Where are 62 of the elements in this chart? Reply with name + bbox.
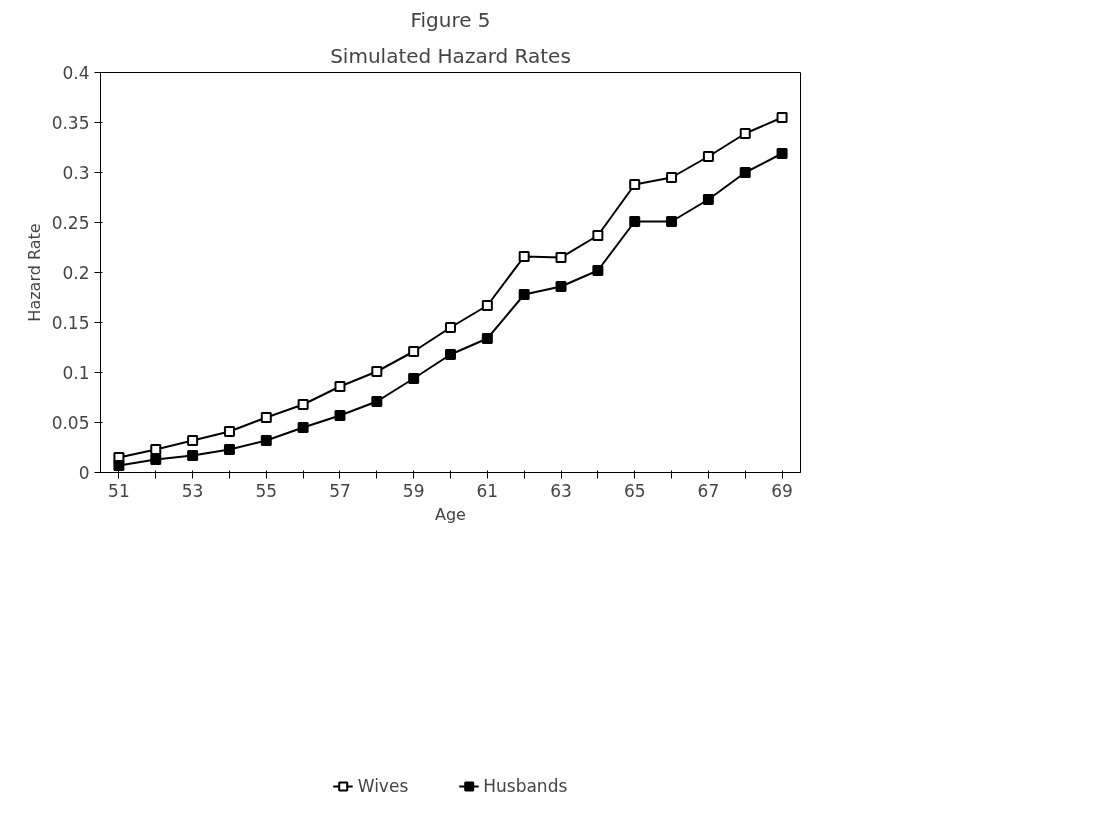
y-tick-label: 0 <box>78 463 90 483</box>
legend-label: Wives <box>357 776 409 796</box>
point <box>113 460 125 471</box>
point <box>260 412 272 423</box>
x-tick-label: 59 <box>402 480 425 501</box>
point <box>702 151 714 162</box>
x-tick-label: 69 <box>771 480 793 501</box>
point <box>297 399 309 410</box>
point <box>518 251 530 262</box>
point <box>629 179 641 190</box>
y-tick-label: 0.2 <box>62 263 90 283</box>
x-tick-label: 63 <box>550 480 572 501</box>
point <box>150 444 162 455</box>
point <box>297 422 309 433</box>
y-tick-label: 0.3 <box>62 163 90 183</box>
x-tick-label: 53 <box>181 480 204 501</box>
point <box>260 435 272 446</box>
x-tick-label: 67 <box>697 480 720 501</box>
chart-title: Figure 5 <box>410 7 491 32</box>
point <box>187 450 199 461</box>
point <box>592 230 604 241</box>
x-tick-label: 51 <box>108 480 130 501</box>
point <box>776 112 788 123</box>
point <box>408 373 420 384</box>
point <box>371 396 383 407</box>
chart-subtitle: Simulated Hazard Rates <box>330 43 571 68</box>
point <box>555 252 567 263</box>
y-axis-title: Hazard Rate <box>24 223 44 322</box>
y-tick-label: 0.4 <box>62 63 90 83</box>
point <box>518 289 530 300</box>
point <box>408 346 420 357</box>
point <box>481 333 493 344</box>
point <box>187 435 199 446</box>
point <box>592 265 604 276</box>
point <box>666 216 678 227</box>
point <box>739 167 751 178</box>
y-tick-label: 0.1 <box>62 363 90 383</box>
x-tick-label: 57 <box>329 480 351 501</box>
point <box>445 349 456 360</box>
point <box>666 172 678 183</box>
point <box>702 194 714 205</box>
point <box>150 454 162 465</box>
x-axis-title: Age <box>435 504 466 524</box>
legend-label: Husbands <box>483 776 568 796</box>
point <box>371 366 383 377</box>
point <box>445 322 456 333</box>
x-tick-label: 61 <box>476 480 499 501</box>
y-tick-label: 0.05 <box>51 413 90 433</box>
point <box>629 216 641 227</box>
point <box>223 426 235 437</box>
point <box>334 381 346 392</box>
point <box>481 300 493 311</box>
x-tick-label: 55 <box>255 480 278 501</box>
point <box>739 128 751 139</box>
point <box>223 444 235 455</box>
point <box>776 148 788 159</box>
y-tick-label: 0.25 <box>51 213 90 233</box>
point <box>334 410 346 421</box>
y-tick-label: 0.35 <box>51 113 90 133</box>
x-tick-label: 65 <box>623 480 646 501</box>
y-tick-label: 0.15 <box>51 313 90 333</box>
point <box>555 281 567 292</box>
